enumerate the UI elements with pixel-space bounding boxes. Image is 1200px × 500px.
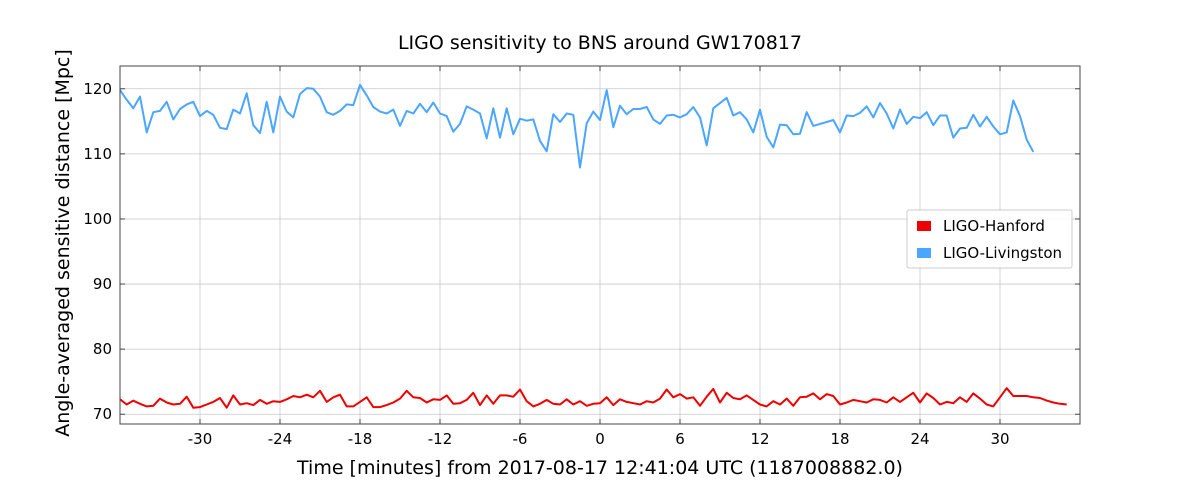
- y-tick-label: 80: [93, 340, 112, 358]
- plot-area: -30 -24 -18 -12 -6 0 6 12 18 24 30 70 80 90 100 110 120 L…: [83, 65, 1081, 448]
- chart-title: LIGO sensitivity to BNS around GW170817: [398, 32, 802, 54]
- legend-swatch-1: [917, 248, 931, 258]
- x-tick-label: -24: [268, 430, 293, 448]
- legend-label-0: LIGO-Hanford: [943, 217, 1045, 235]
- y-tick-label: 100: [83, 210, 112, 228]
- x-tick-label: 6: [675, 430, 685, 448]
- x-tick-label: 18: [830, 430, 849, 448]
- x-tick-label: -30: [188, 430, 213, 448]
- x-tick-label: 12: [750, 430, 769, 448]
- x-tick-label: 24: [910, 430, 929, 448]
- y-tick-label: 70: [93, 405, 112, 423]
- legend-swatch-0: [917, 221, 931, 231]
- series-line-1: [119, 83, 1035, 169]
- legend-box: [906, 209, 1073, 269]
- y-axis-label: Angle-averaged sensitive distance [Mpc]: [52, 49, 74, 437]
- x-tick-label: -6: [513, 430, 528, 448]
- x-tick-label: -12: [428, 430, 453, 448]
- y-tick-label: 120: [83, 80, 112, 98]
- x-axis-label: Time [minutes] from 2017-08-17 12:41:04 …: [296, 457, 903, 479]
- x-tick-label: -18: [348, 430, 373, 448]
- x-tick-label: 30: [990, 430, 1009, 448]
- y-tick-label: 110: [83, 145, 112, 163]
- y-tick-label: 90: [93, 275, 112, 293]
- series-line-0: [119, 387, 1067, 409]
- x-tick-label: 0: [595, 430, 605, 448]
- legend-label-1: LIGO-Livingston: [943, 244, 1062, 262]
